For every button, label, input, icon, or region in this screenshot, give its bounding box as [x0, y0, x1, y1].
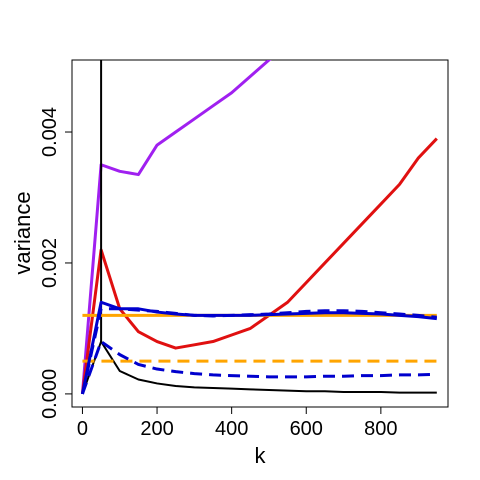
x-tick-label: 600 [290, 418, 323, 440]
series-layer [80, 60, 438, 395]
y-tick-label: 0.002 [39, 238, 61, 288]
x-tick-label: 0 [77, 418, 88, 440]
x-tick-label: 400 [215, 418, 248, 440]
series-line-9 [81, 340, 437, 395]
series-line-8 [80, 307, 437, 395]
series-line-2 [80, 137, 438, 395]
series-line-1 [80, 60, 272, 395]
axis-layer: 0 200 400 600 800 0.000 0.002 0.004 [39, 107, 398, 440]
series-line-3 [81, 340, 437, 395]
plot-frame [71, 59, 449, 408]
y-tick-label: 0.004 [39, 107, 61, 157]
x-tick-label: 800 [364, 418, 397, 440]
y-axis-label: variance [10, 191, 35, 274]
x-tick-label: 200 [140, 418, 173, 440]
y-tick-label: 0.000 [39, 369, 61, 419]
x-axis-label: k [255, 443, 267, 468]
